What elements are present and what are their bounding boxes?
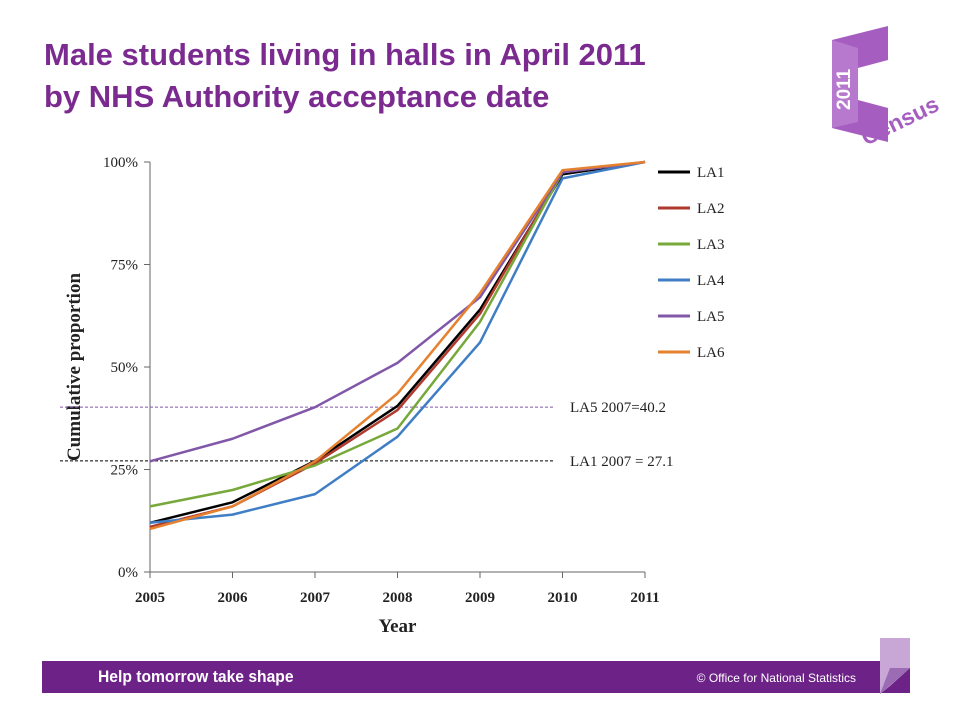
line-chart: 0% 25% 50% 75% 100% 2005 2006 2007 2008 2009 2010 2… — [60, 155, 725, 637]
x-tick-label: 2007 — [300, 590, 331, 606]
legend-label: LA1 — [697, 165, 725, 181]
series-line-la5 — [149, 160, 646, 463]
title-line-1: Male students living in halls in April 2… — [44, 37, 646, 72]
legend-label: LA2 — [697, 201, 725, 217]
y-tick-label: 75% — [111, 258, 139, 274]
x-tick-label: 2008 — [383, 590, 413, 606]
legend-label: LA3 — [697, 237, 725, 253]
x-tick-label: 2010 — [548, 590, 578, 606]
census-logo-c-shape — [832, 26, 888, 142]
x-tick-label: 2006 — [218, 590, 249, 606]
legend-label: LA6 — [697, 345, 725, 361]
census-logo-word: Census — [857, 91, 943, 151]
x-tick-label: 2005 — [135, 590, 165, 606]
title-line-2: by NHS Authority acceptance date — [44, 79, 550, 114]
series-line-la6 — [149, 160, 646, 531]
series-line-la4 — [149, 160, 646, 525]
footer-bar — [42, 661, 910, 693]
series-line-la2 — [149, 160, 646, 529]
census-2011-logo: 2011 Census — [832, 26, 943, 151]
y-tick-label: 0% — [118, 565, 138, 581]
y-tick-label: 25% — [111, 463, 139, 479]
y-axis-title: Cumulative proportion — [64, 273, 85, 462]
annotation-label: LA1 2007 = 27.1 — [570, 454, 673, 470]
x-tick-label: 2009 — [465, 590, 495, 606]
legend-label: LA4 — [697, 273, 725, 289]
census-logo-year: 2011 — [834, 68, 855, 110]
annotation-label: LA5 2007=40.2 — [570, 400, 666, 416]
y-tick-label: 100% — [103, 155, 138, 171]
footer-slogan: Help tomorrow take shape — [98, 667, 294, 686]
slide-title: Male students living in halls in April 2… — [44, 34, 804, 118]
y-tick-label: 50% — [111, 360, 139, 376]
x-axis-title: Year — [379, 616, 418, 637]
footer-copyright: © Office for National Statistics — [696, 671, 856, 685]
x-tick-label: 2011 — [630, 590, 659, 606]
footer-page-curl — [880, 638, 910, 694]
legend-label: LA5 — [697, 309, 725, 325]
